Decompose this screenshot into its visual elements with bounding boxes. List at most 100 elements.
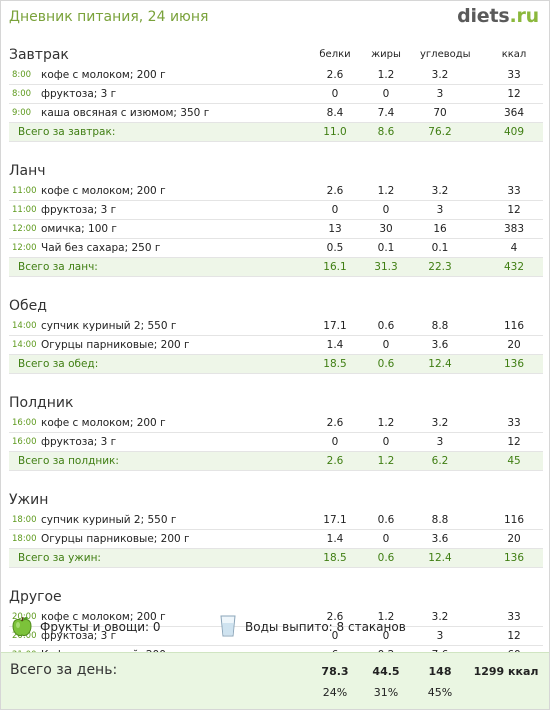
meal-total-value: 1.2 xyxy=(377,455,395,467)
green-apple-icon xyxy=(12,616,32,636)
food-row[interactable]: 12:00 Чай без сахара; 250 г 0.5 0.1 0.1 4 xyxy=(9,239,543,258)
logo-suffix: .ru xyxy=(509,5,539,27)
nutrient-value: 3.6 xyxy=(431,339,449,351)
meal-header: Ланч xyxy=(9,160,543,182)
meal-time: 18:00 xyxy=(12,515,37,525)
food-name[interactable]: фруктоза; 3 г xyxy=(41,630,117,642)
meal-total-value: 8.6 xyxy=(377,126,395,138)
nutrient-value: 1.4 xyxy=(326,339,344,351)
nutrient-value: 3.2 xyxy=(431,611,449,623)
food-row[interactable]: 8:00 кофе с молоком; 200 г 2.6 1.2 3.2 33 xyxy=(9,66,543,85)
meal-time: 16:00 xyxy=(12,418,37,428)
day-total-protein: 78.3 xyxy=(321,665,349,678)
nutrient-value: 3 xyxy=(436,436,444,448)
day-protein-percent: 24% xyxy=(322,686,348,699)
food-name[interactable]: супчик куриный 2; 550 г xyxy=(41,514,177,526)
logo-main: diets xyxy=(457,5,510,27)
food-name[interactable]: каша овсяная с изюмом; 350 г xyxy=(41,107,210,119)
nutrient-value: 13 xyxy=(328,223,342,235)
meal-time: 8:00 xyxy=(12,70,32,80)
nutrient-value: 0 xyxy=(382,339,390,351)
food-name[interactable]: фруктоза; 3 г xyxy=(41,436,117,448)
nutrient-value: 17.1 xyxy=(323,320,347,332)
food-name[interactable]: кофе с молоком; 200 г xyxy=(41,185,166,197)
meal-total-value: 136 xyxy=(503,552,525,564)
day-total-fat: 44.5 xyxy=(372,665,400,678)
food-name[interactable]: кофе с молоком; 200 г xyxy=(41,611,166,623)
meal-total-value: 76.2 xyxy=(428,126,452,138)
food-row[interactable]: 8:00 фруктоза; 3 г 0 0 3 12 xyxy=(9,85,543,104)
food-row[interactable]: 16:00 кофе с молоком; 200 г 2.6 1.2 3.2 33 xyxy=(9,414,543,433)
food-row[interactable]: 12:00 омичка; 100 г 13 30 16 383 xyxy=(9,220,543,239)
food-row[interactable]: 14:00 супчик куриный 2; 550 г 17.1 0.6 8.8 11… xyxy=(9,317,543,336)
nutrient-value: 1.4 xyxy=(326,533,344,545)
nutrient-value: 3 xyxy=(436,88,444,100)
food-row[interactable]: 16:00 фруктоза; 3 г 0 0 3 12 xyxy=(9,433,543,452)
extras-bar: Фрукты и овощи: 0 Воды выпито: 8 стакано… xyxy=(12,615,532,641)
meal-time: 14:00 xyxy=(12,321,37,331)
food-row[interactable]: 18:00 супчик куриный 2; 550 г 17.1 0.6 8.8 11… xyxy=(9,511,543,530)
food-name[interactable]: Чай без сахара; 250 г xyxy=(41,242,161,254)
meal-total-row: Всего за завтрак: 11.0 8.6 76.2 409 xyxy=(9,123,543,142)
food-row[interactable]: 20:00 кофе с молоком; 200 г 2.6 1.2 3.2 33 xyxy=(9,608,543,627)
food-row[interactable]: 18:00 Огурцы парниковые; 200 г 1.4 0 3.6 20 xyxy=(9,530,543,549)
day-total-label: Всего за день: xyxy=(10,662,118,678)
water-count: Воды выпито: 8 стаканов xyxy=(245,620,406,634)
nutrient-value: 7.4 xyxy=(377,107,395,119)
food-name[interactable]: Огурцы парниковые; 200 г xyxy=(41,339,190,351)
meal-time: 18:00 xyxy=(12,534,37,544)
site-logo[interactable]: diets.ru xyxy=(457,5,539,27)
nutrient-value: 0.1 xyxy=(377,242,395,254)
meal-section: Ланч 11:00 кофе с молоком; 200 г 2.6 1.2 3.2 3… xyxy=(9,160,543,295)
meal-total-label: Всего за обед: xyxy=(18,358,99,370)
meal-time: 14:00 xyxy=(12,340,37,350)
meal-section: Полдник 16:00 кофе с молоком; 200 г 2.6 1.2 3… xyxy=(9,392,543,489)
meal-total-value: 136 xyxy=(503,358,525,370)
nutrient-value: 0 xyxy=(382,436,390,448)
nutrient-value: 33 xyxy=(507,185,521,197)
nutrient-value: 33 xyxy=(507,417,521,429)
food-row[interactable]: 14:00 Огурцы парниковые; 200 г 1.4 0 3.6 20 xyxy=(9,336,543,355)
nutrient-value: 8.4 xyxy=(326,107,344,119)
nutrient-value: 8.8 xyxy=(431,514,449,526)
nutrient-value: 3.2 xyxy=(431,417,449,429)
nutrient-value: 20 xyxy=(507,339,521,351)
nutrient-value: 16 xyxy=(433,223,447,235)
food-row[interactable]: 9:00 каша овсяная с изюмом; 350 г 8.4 7.4 70… xyxy=(9,104,543,123)
food-name[interactable]: фруктоза; 3 г xyxy=(41,204,117,216)
food-row[interactable]: 11:00 кофе с молоком; 200 г 2.6 1.2 3.2 33 xyxy=(9,182,543,201)
meal-time: 8:00 xyxy=(12,89,32,99)
day-total-carbs: 148 xyxy=(428,665,452,678)
page-title: Дневник питания, 24 июня xyxy=(9,9,209,25)
food-name[interactable]: супчик куриный 2; 550 г xyxy=(41,320,177,332)
meal-title: Полдник xyxy=(9,395,74,411)
day-fat-percent: 31% xyxy=(373,686,399,699)
column-header: белки xyxy=(319,49,351,60)
nutrient-value: 0.6 xyxy=(377,320,395,332)
nutrient-value: 1.2 xyxy=(377,185,395,197)
meal-total-label: Всего за ужин: xyxy=(18,552,101,564)
meal-total-value: 2.6 xyxy=(326,455,344,467)
nutrient-value: 8.8 xyxy=(431,320,449,332)
meal-total-value: 6.2 xyxy=(431,455,449,467)
food-row[interactable]: 11:00 фруктоза; 3 г 0 0 3 12 xyxy=(9,201,543,220)
meal-total-value: 409 xyxy=(503,126,525,138)
food-name[interactable]: кофе с молоком; 200 г xyxy=(41,69,166,81)
meal-title: Ланч xyxy=(9,163,46,179)
nutrient-value: 17.1 xyxy=(323,514,347,526)
nutrient-value: 12 xyxy=(507,204,521,216)
nutrient-value: 3.2 xyxy=(431,185,449,197)
meal-time: 16:00 xyxy=(12,437,37,447)
meal-time: 11:00 xyxy=(12,186,37,196)
food-name[interactable]: фруктоза; 3 г xyxy=(41,88,117,100)
food-name[interactable]: кофе с молоком; 200 г xyxy=(41,417,166,429)
header: Дневник питания, 24 июня diets.ru xyxy=(0,0,550,34)
food-name[interactable]: омичка; 100 г xyxy=(41,223,117,235)
meal-total-label: Всего за ланч: xyxy=(18,261,98,273)
meal-header: Ужин xyxy=(9,489,543,511)
nutrient-value: 116 xyxy=(503,320,525,332)
nutrient-value: 70 xyxy=(433,107,447,119)
fruit-veg-count: Фрукты и овощи: 0 xyxy=(40,620,161,634)
food-name[interactable]: Огурцы парниковые; 200 г xyxy=(41,533,190,545)
nutrient-value: 116 xyxy=(503,514,525,526)
